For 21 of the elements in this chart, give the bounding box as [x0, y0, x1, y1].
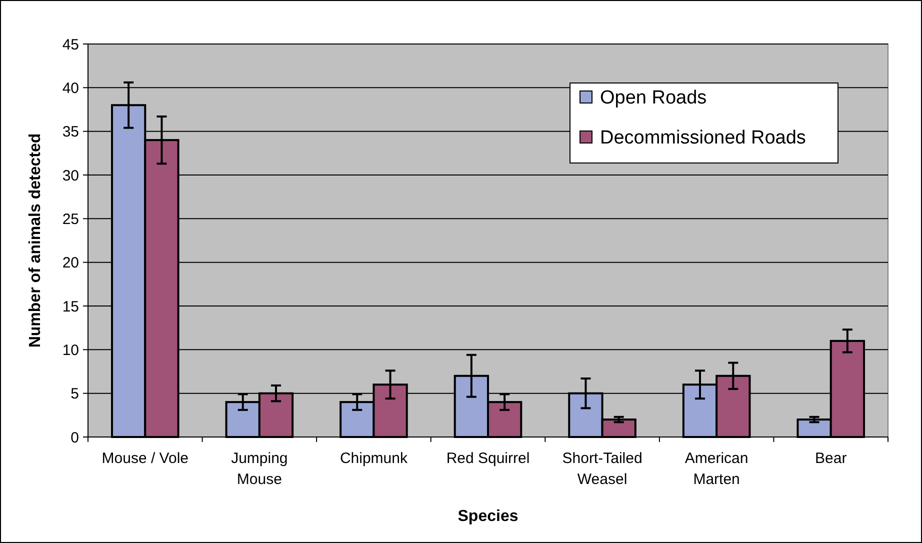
- x-tick-label: Red Squirrel: [446, 450, 530, 467]
- y-tick-label: 30: [62, 167, 79, 184]
- x-tick-label: Mouse / Vole: [102, 450, 188, 467]
- x-tick-label: Chipmunk: [340, 450, 408, 467]
- y-tick-label: 0: [70, 429, 79, 446]
- y-tick-label: 20: [62, 254, 79, 272]
- y-axis-title: Number of animals detected: [27, 133, 44, 348]
- y-tick-label: 10: [62, 342, 79, 359]
- legend-label: Decommissioned Roads: [600, 128, 806, 149]
- x-tick-label: Short-Tailed Weasel: [562, 450, 642, 488]
- x-tick-label: American Marten: [684, 450, 748, 488]
- y-tick-label: 35: [62, 124, 79, 141]
- x-axis-title: Species: [458, 508, 518, 525]
- y-tick-label: 15: [62, 298, 79, 316]
- y-tick-label: 40: [62, 80, 79, 97]
- legend-label: Open Roads: [600, 88, 707, 109]
- x-tick-label: Bear: [815, 450, 847, 467]
- y-tick-label: 5: [70, 386, 79, 403]
- y-tick-label: 25: [62, 210, 79, 228]
- y-tick-label: 45: [62, 36, 79, 54]
- x-tick-label: Jumping Mouse: [231, 450, 288, 488]
